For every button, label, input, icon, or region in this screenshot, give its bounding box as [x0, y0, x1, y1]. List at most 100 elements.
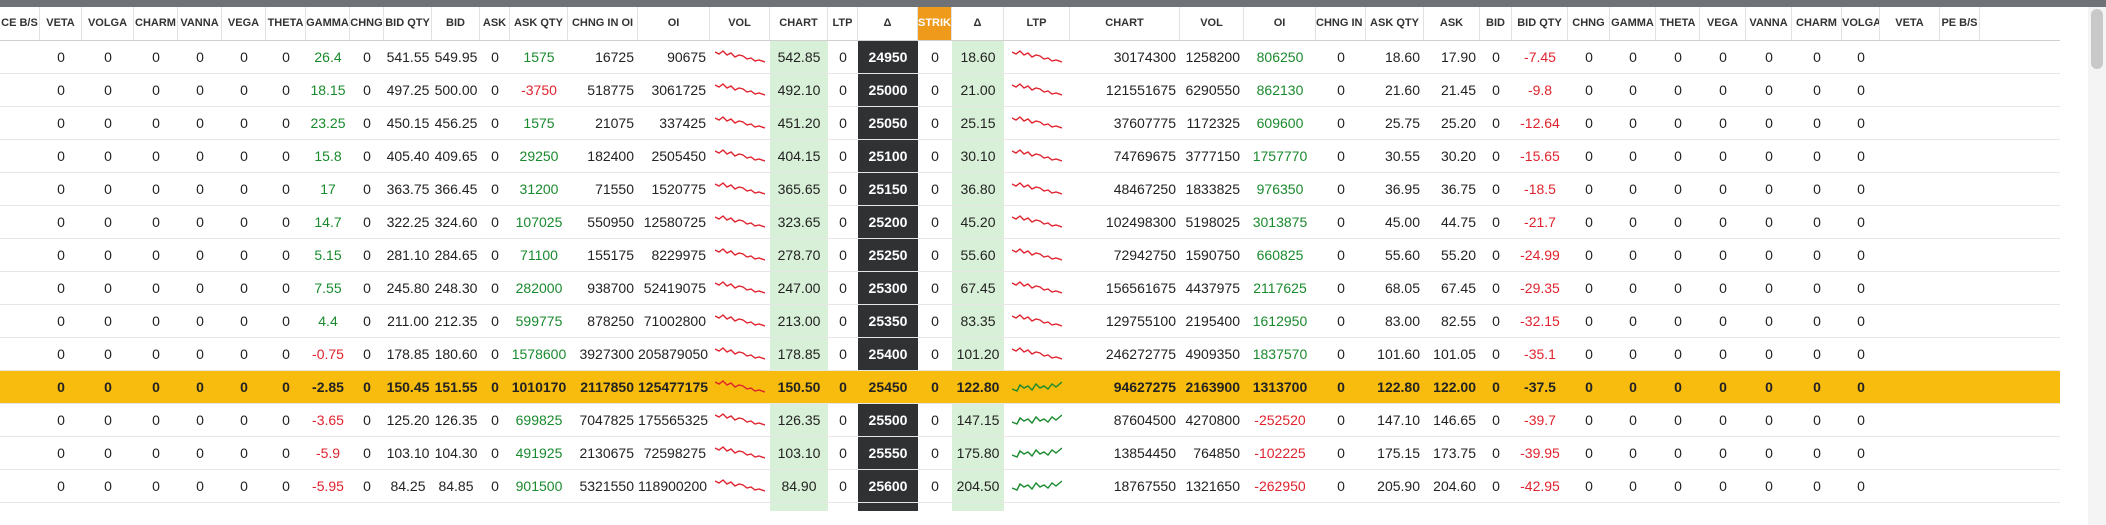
- chart-cell[interactable]: [710, 173, 770, 205]
- cell-center-ltp-pe[interactable]: 45.20: [952, 206, 1004, 238]
- header-veta[interactable]: VETA: [40, 7, 82, 40]
- table-row[interactable]: 0 0 0 0 0 0 -5.9 0 103.10 104.30 0 491925 2130675 725…: [0, 437, 2060, 470]
- cell-strike[interactable]: 25050: [858, 107, 918, 139]
- chart-cell[interactable]: [710, 272, 770, 304]
- cell-strike[interactable]: 25250: [858, 239, 918, 271]
- chart-cell[interactable]: [1004, 437, 1070, 469]
- cell-center-ltp-pe[interactable]: 175.80: [952, 437, 1004, 469]
- cell-strike[interactable]: 25300: [858, 272, 918, 304]
- cell-center-ltp-pe[interactable]: 36.80: [952, 173, 1004, 205]
- header-vega[interactable]: VEGA: [1700, 7, 1746, 40]
- table-row[interactable]: 0 0 0 0 0 0 7.55 0 245.80 248.30 0 282000 938700 5241…: [0, 272, 2060, 305]
- cell-strike[interactable]: 25350: [858, 305, 918, 337]
- cell-center-ltp-pe[interactable]: 83.35: [952, 305, 1004, 337]
- header-bid-qty[interactable]: BID QTY: [1512, 7, 1568, 40]
- chart-cell[interactable]: [710, 41, 770, 73]
- header-volga[interactable]: VOLGA: [82, 7, 134, 40]
- cell-center-ltp-pe[interactable]: 147.15: [952, 404, 1004, 436]
- header-vega[interactable]: VEGA: [222, 7, 266, 40]
- cell-strike[interactable]: 25150: [858, 173, 918, 205]
- chart-cell[interactable]: [710, 74, 770, 106]
- cell-ce-ltp[interactable]: 247.00: [770, 272, 828, 304]
- header-charm[interactable]: CHARM: [1792, 7, 1842, 40]
- cell-ce-ltp[interactable]: 365.65: [770, 173, 828, 205]
- chart-cell[interactable]: [1004, 272, 1070, 304]
- chart-cell[interactable]: [710, 338, 770, 370]
- cell-center-ltp-pe[interactable]: 30.10: [952, 140, 1004, 172]
- chart-cell[interactable]: [1004, 206, 1070, 238]
- table-row[interactable]: 0 0 0 0 0 0 18.15 0 497.25 500.00 0 -3750 518775 3061…: [0, 74, 2060, 107]
- cell-center-ltp-pe[interactable]: 101.20: [952, 338, 1004, 370]
- cell-strike[interactable]: 25200: [858, 206, 918, 238]
- header-chng-in-oi[interactable]: CHNG IN OI: [568, 7, 638, 40]
- chart-cell[interactable]: [710, 107, 770, 139]
- cell-ce-ltp[interactable]: 84.90: [770, 470, 828, 502]
- cell-strike[interactable]: 25450: [858, 371, 918, 403]
- header-ltp[interactable]: LTP: [828, 7, 858, 40]
- table-row[interactable]: 0 0 0 0 0 0 4.4 0 211.00 212.35 0 599775 878250 71002…: [0, 305, 2060, 338]
- cell-strike[interactable]: 25100: [858, 140, 918, 172]
- cell-strike[interactable]: 24950: [858, 41, 918, 73]
- chart-cell[interactable]: [710, 371, 770, 403]
- cell-center-ltp-pe[interactable]: 21.00: [952, 74, 1004, 106]
- cell-center-ltp-pe[interactable]: 25.15: [952, 107, 1004, 139]
- chart-cell[interactable]: [1004, 371, 1070, 403]
- header-bid-qty[interactable]: BID QTY: [384, 7, 432, 40]
- cell-center-ltp-pe[interactable]: 18.60: [952, 41, 1004, 73]
- table-row[interactable]: 0 0 0 0 0 0 26.4 0 541.55 549.95 0 1575 16725 90675 54…: [0, 41, 2060, 74]
- chart-cell[interactable]: [710, 239, 770, 271]
- header-chart[interactable]: CHART: [1070, 7, 1180, 40]
- chart-cell[interactable]: [710, 206, 770, 238]
- chart-cell[interactable]: [710, 437, 770, 469]
- chart-cell[interactable]: [1004, 305, 1070, 337]
- cell-ce-ltp[interactable]: 150.50: [777, 379, 821, 395]
- header-volga[interactable]: VOLGA: [1842, 7, 1880, 40]
- chart-cell[interactable]: [1004, 239, 1070, 271]
- header-theta[interactable]: THETA: [266, 7, 306, 40]
- header-veta[interactable]: VETA: [1880, 7, 1940, 40]
- header-strike[interactable]: STRIKE: [918, 7, 952, 40]
- header-vol[interactable]: VOL: [710, 7, 770, 40]
- cell-strike[interactable]: 25000: [858, 74, 918, 106]
- header-chng[interactable]: CHNG: [350, 7, 384, 40]
- cell-center-ltp-pe[interactable]: 122.80: [956, 379, 1000, 395]
- cell-strike[interactable]: 25600: [858, 470, 918, 502]
- cell-center-ltp-pe[interactable]: 55.60: [952, 239, 1004, 271]
- chart-cell[interactable]: [710, 470, 770, 502]
- chart-cell[interactable]: [710, 404, 770, 436]
- header-ltp[interactable]: LTP: [1004, 7, 1070, 40]
- cell-ce-ltp[interactable]: 451.20: [770, 107, 828, 139]
- cell-ce-ltp[interactable]: 103.10: [770, 437, 828, 469]
- header-vanna[interactable]: VANNA: [178, 7, 222, 40]
- vertical-scrollbar[interactable]: [2088, 7, 2106, 525]
- cell-strike[interactable]: 25400: [858, 338, 918, 370]
- chart-cell[interactable]: [1004, 404, 1070, 436]
- header-gamma[interactable]: GAMMA: [306, 7, 350, 40]
- chart-cell[interactable]: [1004, 41, 1070, 73]
- header-pe-b-s[interactable]: PE B/S: [1940, 7, 1980, 40]
- cell-strike[interactable]: 25550: [858, 437, 918, 469]
- table-row[interactable]: 0 0 0 0 0 0 14.7 0 322.25 324.60 0 107025 550950 1258…: [0, 206, 2060, 239]
- table-row[interactable]: 0 0 0 0 0 0 23.25 0 450.15 456.25 0 1575 21075 337425…: [0, 107, 2060, 140]
- header-bid[interactable]: BID: [1480, 7, 1512, 40]
- cell-ce-ltp[interactable]: 213.00: [770, 305, 828, 337]
- cell-center-ltp-pe[interactable]: 204.50: [952, 470, 1004, 502]
- cell-ce-ltp[interactable]: 542.85: [770, 41, 828, 73]
- header-theta[interactable]: THETA: [1656, 7, 1700, 40]
- chart-cell[interactable]: [1004, 140, 1070, 172]
- header-bid[interactable]: BID: [432, 7, 480, 40]
- header-chart[interactable]: CHART: [770, 7, 828, 40]
- header-charm[interactable]: CHARM: [134, 7, 178, 40]
- chart-cell[interactable]: [710, 140, 770, 172]
- cell-ce-ltp[interactable]: 492.10: [770, 74, 828, 106]
- chart-cell[interactable]: [710, 305, 770, 337]
- header-chng-in-oi[interactable]: CHNG IN OI: [1316, 7, 1366, 40]
- chart-cell[interactable]: [1004, 338, 1070, 370]
- scrollbar-thumb[interactable]: [2091, 9, 2103, 69]
- chart-cell[interactable]: [1004, 173, 1070, 205]
- header-vanna[interactable]: VANNA: [1746, 7, 1792, 40]
- header-oi[interactable]: OI: [1244, 7, 1316, 40]
- cell-strike[interactable]: 25500: [858, 404, 918, 436]
- chart-cell[interactable]: [1004, 107, 1070, 139]
- table-row[interactable]: 0 0 0 0 0 0 15.8 0 405.40 409.65 0 29250 182400 25054…: [0, 140, 2060, 173]
